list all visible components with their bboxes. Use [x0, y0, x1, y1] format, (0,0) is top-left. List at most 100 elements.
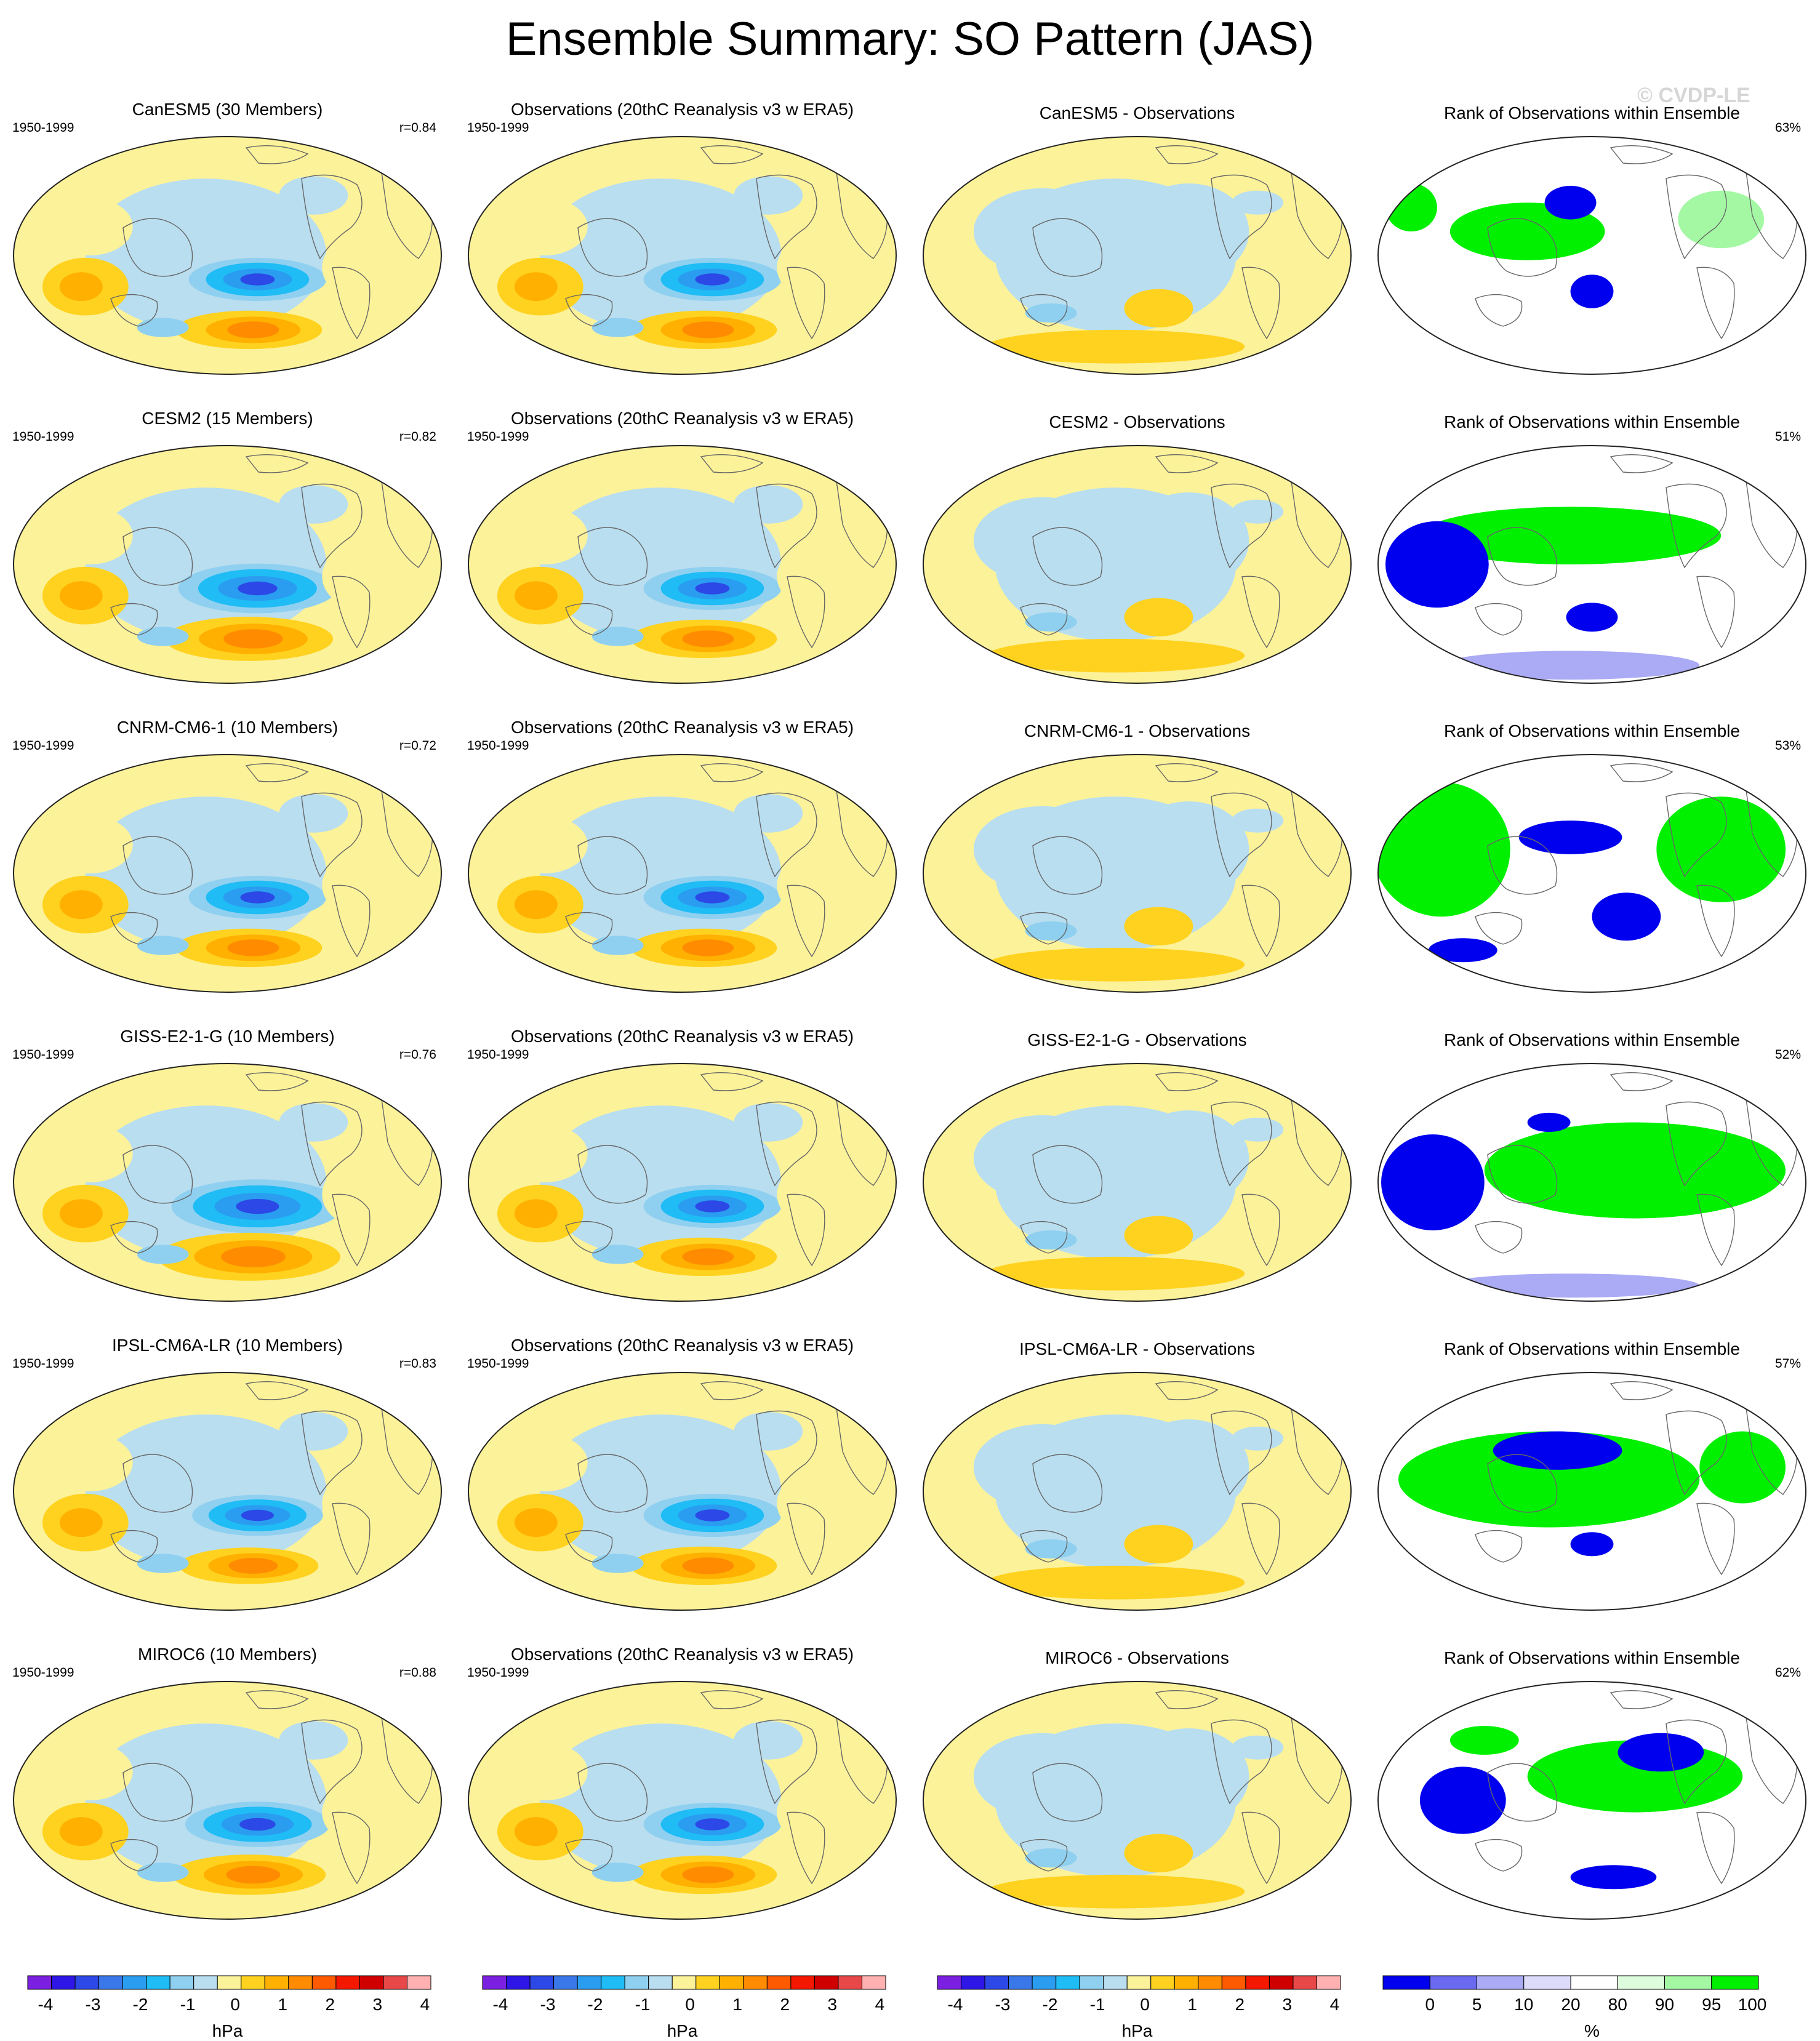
- obs-map: [468, 1063, 897, 1302]
- hpa-colorbar: -4 -3 -2 -1 0 1 2 3 4 hPa: [910, 1975, 1365, 2040]
- map-border: [13, 445, 442, 684]
- colorbar-tick-label: 4: [875, 1995, 885, 2014]
- coastline: [110, 1221, 158, 1254]
- field-contour: [226, 1866, 281, 1884]
- colorbar-swatches: 0 5 10 20 80 90 95 100: [1382, 1975, 1766, 2014]
- rank-panel: Rank of Observations within Ensemble 51%: [1365, 395, 1819, 704]
- colorbar-tick-label: 0: [1140, 1995, 1150, 2014]
- coastline: [122, 218, 193, 277]
- coastline: [565, 603, 613, 636]
- colorbar-tick-label: -3: [995, 1995, 1011, 2014]
- colorbar-tick-label: -2: [133, 1995, 148, 2014]
- field-contour: [591, 1863, 644, 1882]
- obs-map: [468, 1681, 897, 1920]
- coastline: [1610, 1072, 1674, 1091]
- rank-map: [1377, 1372, 1806, 1611]
- field-contour: [1699, 1431, 1786, 1504]
- coastline: [1610, 1381, 1674, 1400]
- colorbar-swatch: [1008, 1975, 1033, 1990]
- model-map: [13, 754, 442, 993]
- colorbar-tick-label: -3: [540, 1995, 556, 2014]
- coastline: [110, 603, 158, 636]
- period-label: 1950-1999: [12, 1048, 74, 1062]
- panel-title: Rank of Observations within Ensemble: [1444, 1648, 1740, 1667]
- coastline: [1032, 218, 1103, 277]
- colorbar-tick-label: 2: [780, 1995, 790, 2014]
- colorbar-tick-label: 1: [1187, 1995, 1197, 2014]
- colorbar-tick-label: 0: [1425, 1995, 1435, 2014]
- model-panel: MIROC6 (10 Members) 1950-1999 r=0.88: [0, 1631, 455, 1940]
- obs-panel: Observations (20thC Reanalysis v3 w ERA5…: [455, 704, 910, 1013]
- coastline: [700, 1072, 764, 1091]
- field-contour: [973, 1733, 1112, 1820]
- field-contour: [682, 321, 734, 339]
- field-contour: [279, 485, 348, 524]
- field-contour: [1441, 651, 1700, 680]
- field-contour: [238, 581, 278, 596]
- field-contour: [1566, 603, 1618, 632]
- map-border: [468, 445, 897, 684]
- colorbar-swatch: [98, 1975, 123, 1990]
- pattern-correlation: r=0.88: [399, 1666, 436, 1680]
- colorbar-swatch: [743, 1975, 768, 1990]
- coastline: [1487, 218, 1558, 277]
- field-contour: [1493, 1431, 1622, 1470]
- field-contour: [1128, 183, 1249, 279]
- coastline: [1666, 174, 1727, 260]
- colorbar-tick-label: 0: [230, 1995, 240, 2014]
- panel-title: Observations (20thC Reanalysis v3 w ERA5…: [510, 409, 854, 428]
- rank-panel: Rank of Observations within Ensemble 57%: [1365, 1322, 1819, 1631]
- field-contour: [695, 582, 730, 595]
- colorbar-tick-label: -4: [38, 1995, 53, 2014]
- field-contour: [777, 1469, 864, 1538]
- field-contour: [59, 1508, 103, 1538]
- colorbar-swatch: [506, 1975, 531, 1990]
- obs-panel: Observations (20thC Reanalysis v3 w ERA5…: [455, 395, 910, 704]
- colorbar-swatch: [1198, 1975, 1222, 1990]
- colorbar-swatch: [1523, 1975, 1571, 1990]
- coastline: [332, 1811, 371, 1885]
- coastline: [1032, 1145, 1103, 1204]
- field-contour: [591, 627, 644, 646]
- field-contour: [682, 630, 734, 648]
- period-label: 1950-1999: [467, 1357, 529, 1371]
- diff-panel: GISS-E2-1-G - Observations: [910, 1013, 1365, 1322]
- coastline: [332, 267, 371, 340]
- coastline: [577, 1454, 648, 1513]
- coastline: [700, 1690, 764, 1709]
- coastline: [1211, 1410, 1272, 1496]
- panel-title: Rank of Observations within Ensemble: [1444, 1339, 1740, 1358]
- field-contour: [973, 806, 1112, 893]
- colorbar-swatch: [217, 1975, 242, 1990]
- colorbar-swatch: [601, 1975, 625, 1990]
- field-contour: [137, 936, 189, 955]
- field-contour: [1570, 1865, 1657, 1890]
- coastline: [577, 527, 648, 586]
- field-contour: [1570, 1532, 1614, 1557]
- coastline: [1666, 483, 1727, 569]
- figure-title: Ensemble Summary: SO Pattern (JAS): [505, 13, 1315, 65]
- panel-title: CESM2 (15 Members): [142, 409, 313, 428]
- field-contour: [777, 1778, 864, 1847]
- field-contour: [1378, 782, 1510, 917]
- panel-title: Rank of Observations within Ensemble: [1444, 412, 1740, 431]
- field-contour: [223, 629, 283, 649]
- field-contour: [59, 1199, 103, 1229]
- field-contour: [1232, 1735, 1284, 1760]
- field-contour: [695, 1509, 730, 1522]
- field-contour: [137, 318, 189, 337]
- colorbar-swatch: [1664, 1975, 1712, 1990]
- coastline: [1487, 1454, 1558, 1513]
- colorbar-swatch: [1477, 1975, 1525, 1990]
- map-border: [1377, 136, 1806, 375]
- field-contour: [1484, 1122, 1786, 1219]
- field-contour: [46, 1742, 133, 1800]
- field-contour: [501, 198, 588, 255]
- field-contour: [1656, 796, 1786, 902]
- panel-title: CESM2 - Observations: [1049, 412, 1225, 431]
- colorbar-tick-label: 10: [1514, 1995, 1533, 2014]
- diff-panel: IPSL-CM6A-LR - Observations: [910, 1322, 1365, 1631]
- field-contour: [514, 581, 558, 611]
- field-contour: [1128, 1110, 1249, 1206]
- coastline: [1696, 884, 1735, 958]
